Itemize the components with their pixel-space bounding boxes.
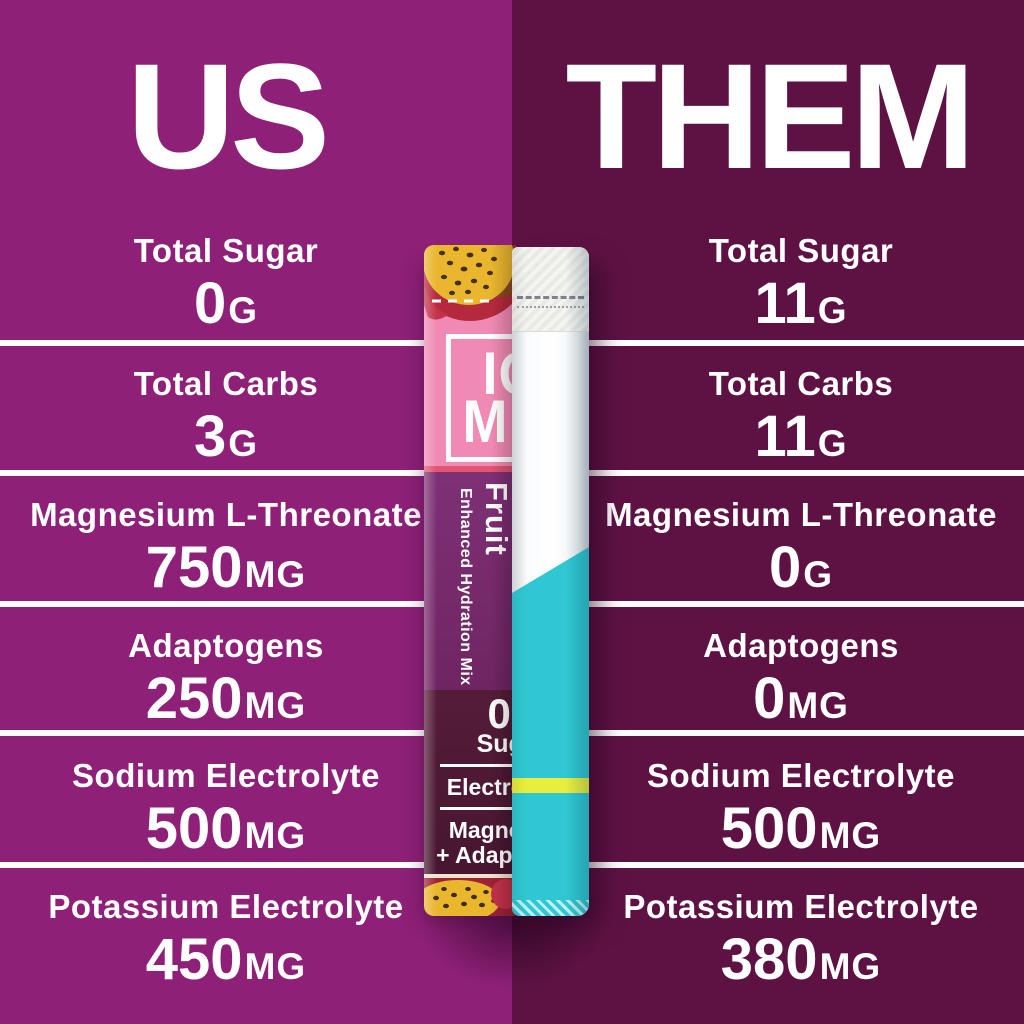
row-value: 0G xyxy=(193,271,259,336)
table-row: Sodium Electrolyte 500MG xyxy=(578,755,1024,866)
flavor-panel: Fruit Enhanced Hydration Mix xyxy=(424,472,516,690)
claim-sugar-label: Sugar xyxy=(476,730,516,758)
row-value: 0MG xyxy=(753,666,849,731)
row-unit: G xyxy=(817,423,848,464)
passion-fruit-image xyxy=(424,245,516,330)
row-value: 450MG xyxy=(145,927,307,992)
table-row: Potassium Electrolyte 380MG xyxy=(578,886,1024,997)
perforation-line xyxy=(517,306,584,308)
yellow-band xyxy=(512,778,589,793)
claim-sugar-value: 0g xyxy=(487,690,516,737)
row-value: 500MG xyxy=(145,796,307,861)
table-row: Magnesium L-Threonate 750MG xyxy=(0,494,452,605)
table-row: Adaptogens 0MG xyxy=(578,625,1024,736)
row-label: Adaptogens xyxy=(128,627,324,664)
claims-text: 0g Sugar Electrolytes Magnesium + Adapto… xyxy=(424,690,516,897)
row-label: Total Sugar xyxy=(708,232,894,269)
product-tagline: Enhanced Hydration Mix xyxy=(457,488,474,686)
claims-separator xyxy=(440,807,516,810)
row-unit: MG xyxy=(819,815,882,856)
row-unit: MG xyxy=(819,946,882,987)
row-label: Total Carbs xyxy=(133,365,319,402)
row-value: 0G xyxy=(768,535,834,600)
them-background-panel xyxy=(512,0,1024,1024)
brand-logo-line2: MIX xyxy=(462,388,516,456)
row-unit: MG xyxy=(244,554,307,595)
row-value: 500MG xyxy=(720,796,882,861)
row-label: Potassium Electrolyte xyxy=(48,888,404,925)
table-row: Total Carbs 11G xyxy=(578,363,1024,474)
row-value: 3G xyxy=(193,404,259,469)
table-row: Total Sugar 11G xyxy=(578,230,1024,341)
row-label: Potassium Electrolyte xyxy=(623,888,979,925)
brand-logo: IQ MIX xyxy=(446,334,516,462)
passion-fruit-photo-top xyxy=(424,245,516,330)
row-unit: MG xyxy=(244,685,307,726)
row-value: 11G xyxy=(754,404,848,469)
us-column: Total Sugar 0G Total Carbs 3G Magnesium … xyxy=(0,0,452,1024)
them-product-stick xyxy=(512,247,589,916)
claim-magnesium: Magnesium xyxy=(448,817,516,843)
row-unit: MG xyxy=(787,685,849,726)
stick-seal-crimp xyxy=(512,247,589,332)
row-unit: G xyxy=(803,554,834,595)
flavor-name: Fruit xyxy=(479,482,514,556)
table-row: Total Sugar 0G xyxy=(0,230,452,341)
row-label: Magnesium L-Threonate xyxy=(605,496,997,533)
brand-logo-line1: IQ xyxy=(482,340,516,408)
row-unit: G xyxy=(228,423,259,464)
row-label: Magnesium L-Threonate xyxy=(30,496,422,533)
table-row: Potassium Electrolyte 450MG xyxy=(0,886,452,997)
us-product-stick: IQ MIX Fruit Enhanced Hydration Mix 0g S… xyxy=(424,245,516,916)
row-value: 250MG xyxy=(145,666,307,731)
product-packet: IQ MIX Fruit Enhanced Hydration Mix 0g S… xyxy=(424,245,590,924)
table-row: Total Carbs 3G xyxy=(0,363,452,474)
them-column: Total Sugar 11G Total Carbs 11G Magnesiu… xyxy=(578,0,1024,1024)
tear-line xyxy=(517,296,584,299)
red-accent-strip xyxy=(424,466,516,472)
row-value: 380MG xyxy=(720,927,882,992)
row-unit: MG xyxy=(244,815,307,856)
passion-fruit-image xyxy=(424,874,516,916)
row-label: Sodium Electrolyte xyxy=(647,757,955,794)
passion-fruit-photo-bottom xyxy=(424,874,516,916)
row-unit: MG xyxy=(244,946,307,987)
row-value: 750MG xyxy=(145,535,307,600)
stick-bottom-crimp xyxy=(512,900,589,916)
table-row: Magnesium L-Threonate 0G xyxy=(578,494,1024,605)
claims-separator xyxy=(440,764,516,767)
row-unit: G xyxy=(817,290,848,331)
claim-adaptogens: + Adaptogens xyxy=(436,842,516,868)
teal-body xyxy=(512,547,589,916)
table-row: Sodium Electrolyte 500MG xyxy=(0,755,452,866)
us-title: US xyxy=(126,32,330,200)
row-label: Adaptogens xyxy=(703,627,899,664)
claims-panel: 0g Sugar Electrolytes Magnesium + Adapto… xyxy=(424,690,516,896)
row-label: Total Carbs xyxy=(708,365,894,402)
row-label: Total Sugar xyxy=(133,232,319,269)
table-row: Adaptogens 250MG xyxy=(0,625,452,736)
row-unit: G xyxy=(228,290,259,331)
row-value: 11G xyxy=(754,271,848,336)
brand-panel: IQ MIX xyxy=(424,330,516,466)
them-title: THEM xyxy=(565,32,976,200)
claim-electrolytes: Electrolytes xyxy=(446,774,516,800)
row-label: Sodium Electrolyte xyxy=(72,757,380,794)
